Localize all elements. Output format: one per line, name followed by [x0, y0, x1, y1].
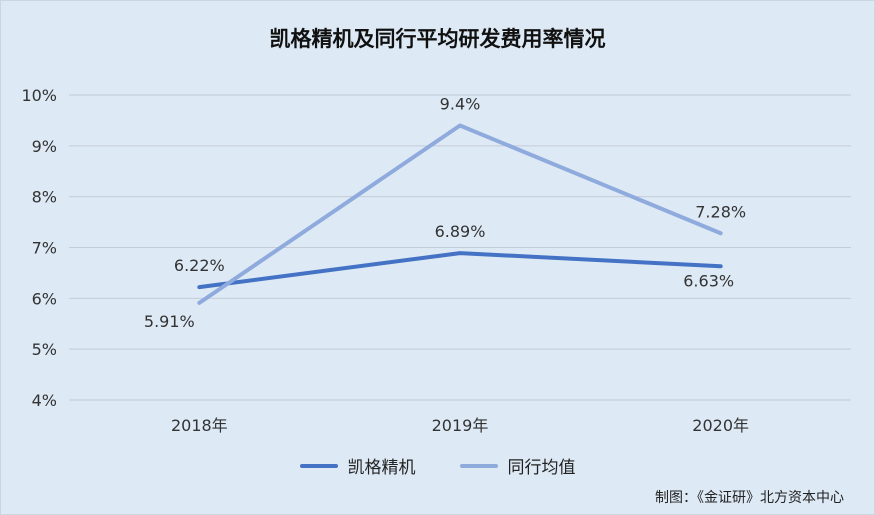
legend-item-series-2: 同行均值	[459, 453, 576, 478]
y-tick-label: 8%	[32, 188, 57, 207]
legend-swatch-series-2	[459, 463, 498, 468]
x-tick-label: 2020年	[692, 416, 749, 435]
data-label: 9.4%	[440, 95, 481, 114]
legend-label-series-1: 凯格精机	[347, 458, 416, 478]
legend: 凯格精机 同行均值	[1, 453, 874, 478]
y-tick-label: 6%	[32, 289, 57, 308]
y-tick-label: 5%	[32, 340, 57, 359]
legend-item-series-1: 凯格精机	[299, 453, 416, 478]
data-label: 5.91%	[144, 312, 195, 331]
y-tick-label: 4%	[32, 391, 57, 410]
data-label: 7.28%	[695, 202, 746, 221]
series-line-1	[197, 251, 723, 290]
x-tick-label: 2018年	[171, 416, 228, 435]
source-note: 制图：《金证研》北方资本中心	[655, 490, 844, 506]
chart-title: 凯格精机及同行平均研发费用率情况	[269, 27, 606, 51]
legend-swatch-series-1	[299, 463, 338, 468]
x-tick-label: 2019年	[432, 416, 489, 435]
line-chart: 4% 5% 6% 7% 8% 9% 10% 2018年 2019年 2020年 6.22% 6.8…	[21, 86, 851, 435]
series-line-2	[197, 123, 723, 305]
data-label: 6.63%	[683, 271, 734, 290]
y-tick-label: 7%	[32, 239, 57, 258]
data-label: 6.89%	[435, 222, 486, 241]
y-tick-label: 9%	[32, 137, 57, 156]
y-tick-label: 10%	[21, 86, 57, 105]
legend-label-series-2: 同行均值	[507, 458, 576, 478]
data-label: 6.22%	[174, 256, 225, 275]
